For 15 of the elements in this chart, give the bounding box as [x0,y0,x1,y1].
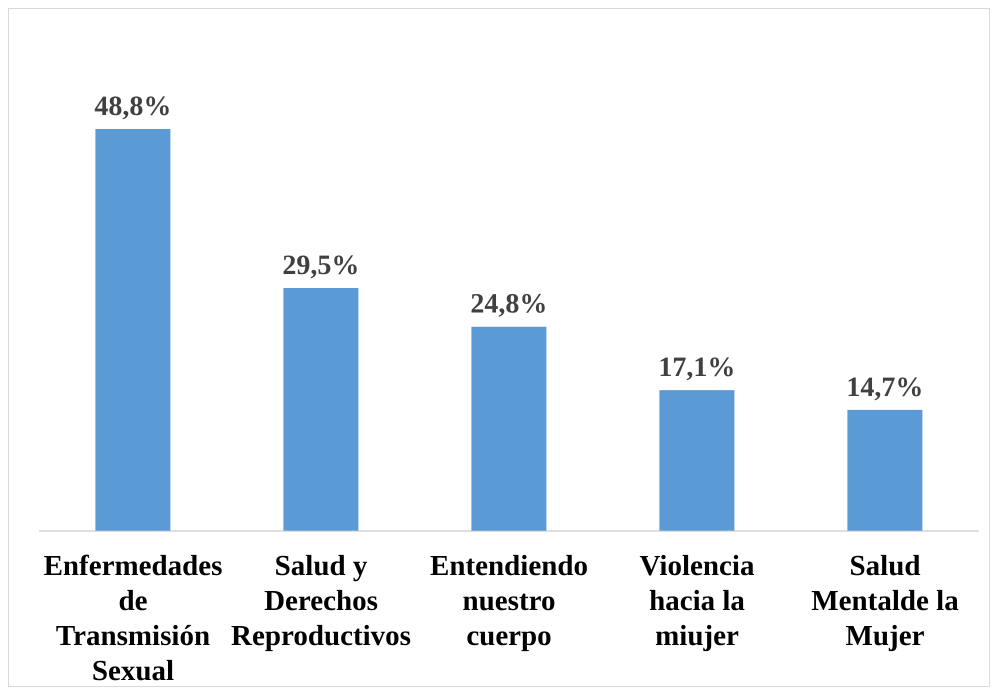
bar [847,410,922,531]
data-label: 24,8% [470,288,548,320]
x-tick-label: Enfermedades de Transmisión Sexual [44,550,222,687]
data-label: 48,8% [94,91,172,122]
bar [471,326,546,531]
data-label: 29,5% [282,250,360,281]
x-tick-label: Violencia hacia la miujer [640,550,755,652]
data-label: 14,7% [846,372,924,403]
bar [95,129,170,531]
x-tick-label: Salud y Derechos Reproductivos [231,550,411,652]
bar [659,390,734,531]
x-tick-label: Salud Mentalde la Mujer [811,550,960,652]
data-label: 17,1% [658,352,736,384]
x-tick-label: Entendiendo nuestro cuerpo [430,550,588,652]
bar [283,288,358,531]
